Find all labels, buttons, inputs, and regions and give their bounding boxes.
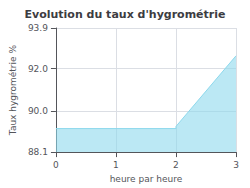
- svg-text:0: 0: [53, 160, 59, 170]
- svg-text:Taux hygrométrie %: Taux hygrométrie %: [8, 45, 18, 137]
- svg-text:heure par heure: heure par heure: [110, 174, 183, 184]
- svg-text:1: 1: [113, 160, 119, 170]
- svg-text:Evolution du taux d'hygrométri: Evolution du taux d'hygrométrie: [25, 8, 226, 21]
- svg-text:88.1: 88.1: [28, 147, 48, 157]
- svg-text:92.0: 92.0: [28, 64, 48, 74]
- svg-text:3: 3: [233, 160, 239, 170]
- svg-text:90.0: 90.0: [28, 106, 48, 116]
- svg-text:2: 2: [173, 160, 179, 170]
- svg-text:93.9: 93.9: [28, 23, 48, 33]
